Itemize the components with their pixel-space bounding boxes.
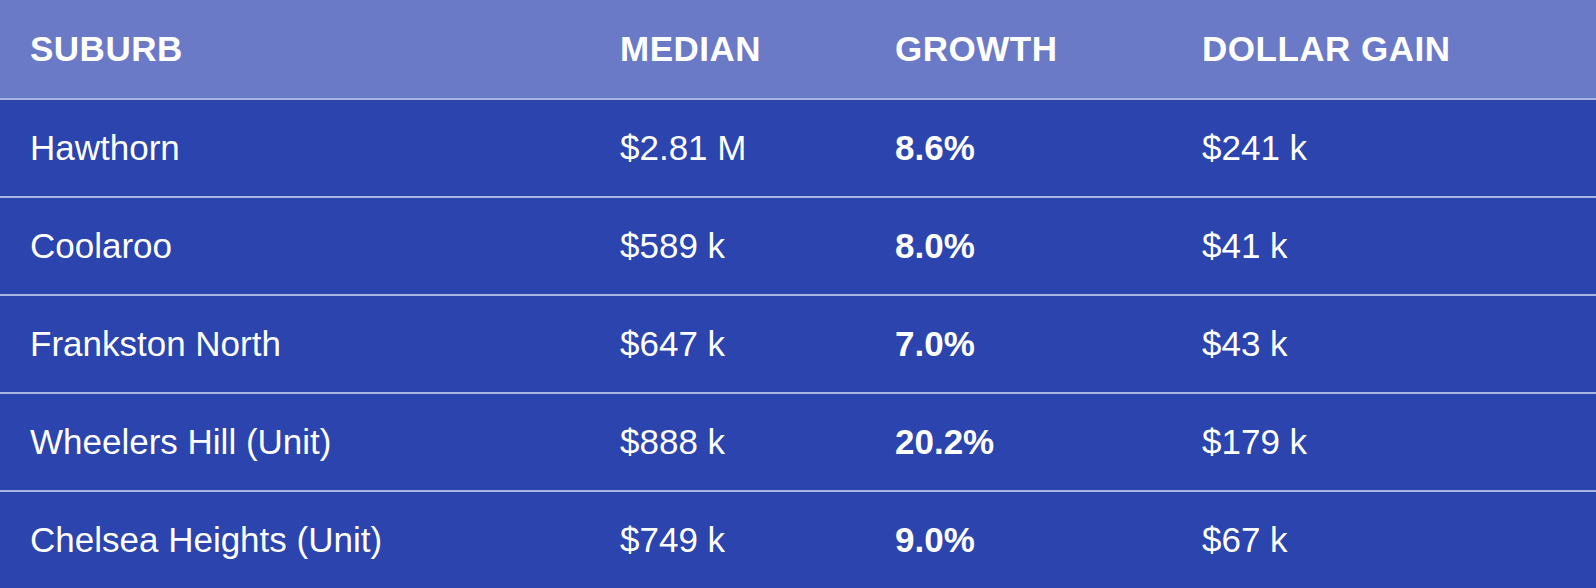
median-cell: $888 k	[620, 422, 895, 462]
column-header-growth: GROWTH	[895, 29, 1202, 69]
table-header-row: SUBURB MEDIAN GROWTH DOLLAR GAIN	[0, 0, 1596, 98]
dollar-gain-cell: $179 k	[1202, 422, 1596, 462]
growth-cell: 8.6%	[895, 128, 1202, 168]
table-row: Chelsea Heights (Unit) $749 k 9.0% $67 k	[0, 490, 1596, 588]
suburb-growth-table: SUBURB MEDIAN GROWTH DOLLAR GAIN Hawthor…	[0, 0, 1596, 588]
growth-cell: 9.0%	[895, 520, 1202, 560]
median-cell: $749 k	[620, 520, 895, 560]
growth-cell: 8.0%	[895, 226, 1202, 266]
dollar-gain-cell: $43 k	[1202, 324, 1596, 364]
suburb-cell: Wheelers Hill (Unit)	[30, 422, 620, 462]
suburb-cell: Frankston North	[30, 324, 620, 364]
dollar-gain-cell: $67 k	[1202, 520, 1596, 560]
table-row: Frankston North $647 k 7.0% $43 k	[0, 294, 1596, 392]
table-row: Wheelers Hill (Unit) $888 k 20.2% $179 k	[0, 392, 1596, 490]
suburb-cell: Hawthorn	[30, 128, 620, 168]
dollar-gain-cell: $241 k	[1202, 128, 1596, 168]
growth-cell: 20.2%	[895, 422, 1202, 462]
median-cell: $2.81 M	[620, 128, 895, 168]
table-row: Hawthorn $2.81 M 8.6% $241 k	[0, 98, 1596, 196]
suburb-cell: Coolaroo	[30, 226, 620, 266]
median-cell: $647 k	[620, 324, 895, 364]
dollar-gain-cell: $41 k	[1202, 226, 1596, 266]
column-header-suburb: SUBURB	[30, 29, 620, 69]
growth-cell: 7.0%	[895, 324, 1202, 364]
column-header-dollar-gain: DOLLAR GAIN	[1202, 29, 1596, 69]
suburb-cell: Chelsea Heights (Unit)	[30, 520, 620, 560]
column-header-median: MEDIAN	[620, 29, 895, 69]
table-row: Coolaroo $589 k 8.0% $41 k	[0, 196, 1596, 294]
median-cell: $589 k	[620, 226, 895, 266]
